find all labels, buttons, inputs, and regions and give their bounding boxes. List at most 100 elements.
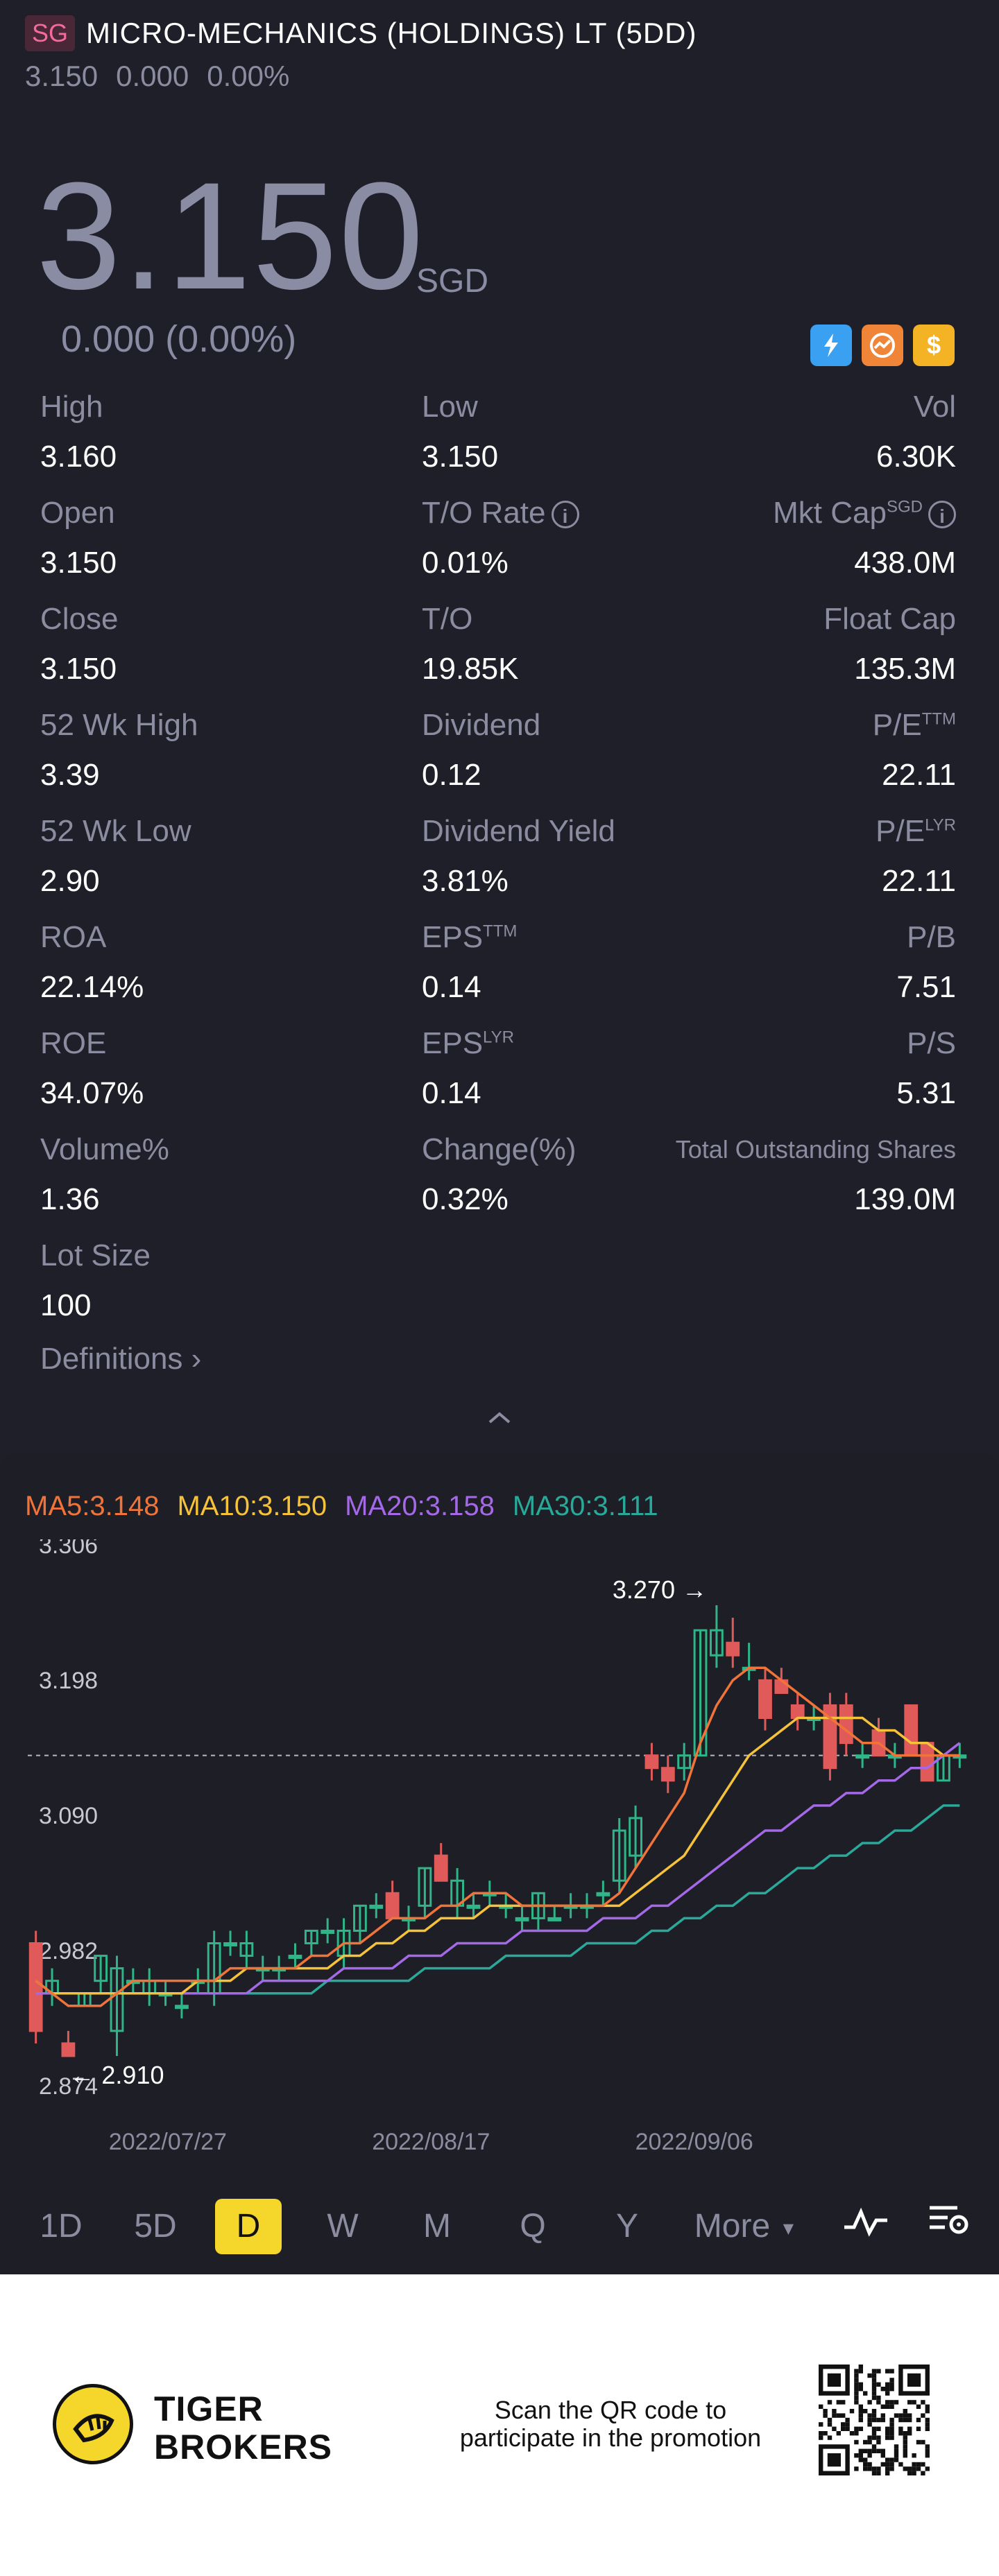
y-tick-label: 3.198: [39, 1668, 98, 1694]
qr-module: [912, 2471, 916, 2475]
qr-module: [845, 2417, 850, 2423]
eps-ttm-sup: TTM: [483, 922, 518, 941]
qr-module: [871, 2448, 877, 2453]
qr-module: [876, 2439, 881, 2445]
sub-price: 3.150: [25, 60, 99, 92]
qr-finder-core: [827, 2453, 841, 2467]
indicator-icon[interactable]: [832, 2199, 899, 2254]
candle-body: [110, 1967, 124, 2032]
qr-module: [867, 2417, 872, 2423]
qr-module: [885, 2466, 890, 2471]
qr-module: [894, 2457, 899, 2462]
sub-change: 0.000: [116, 60, 189, 92]
qr-module: [827, 2422, 832, 2427]
qr-finder-core: [907, 2373, 921, 2387]
qr-module: [854, 2426, 859, 2431]
period-tab-active[interactable]: D: [215, 2199, 282, 2254]
chart-badge-icon[interactable]: [862, 325, 903, 366]
open-value: 3.150: [40, 546, 117, 580]
qr-module: [889, 2457, 894, 2462]
qr-module: [876, 2435, 881, 2440]
chart-settings-icon[interactable]: [916, 2199, 982, 2254]
to-rate-value: 0.01%: [422, 546, 509, 580]
more-dropdown[interactable]: More ▼: [687, 2199, 805, 2254]
lightning-badge-icon[interactable]: [810, 325, 852, 366]
qr-module: [916, 2404, 921, 2409]
qr-module: [819, 2435, 823, 2440]
candlestick-chart[interactable]: 3.306 3.198 3.090 2.982 2.874 3.270 → ← 2.910 2…: [0, 1539, 999, 2163]
qr-module: [871, 2382, 877, 2387]
info-icon[interactable]: i: [928, 501, 956, 529]
qr-code[interactable]: [819, 2365, 930, 2475]
qr-module: [907, 2400, 912, 2405]
candle-body: [434, 1854, 448, 1882]
qr-module: [863, 2409, 868, 2414]
more-label: More: [694, 2208, 771, 2245]
qr-module: [867, 2466, 872, 2471]
candle-body: [904, 1704, 919, 1757]
qr-module: [858, 2369, 863, 2374]
qr-module: [867, 2448, 872, 2453]
qr-module: [876, 2426, 881, 2431]
qr-module: [925, 2409, 930, 2414]
mktcap-currency: SGD: [886, 497, 923, 517]
qr-module: [858, 2409, 863, 2414]
period-tab[interactable]: 1D: [40, 2208, 83, 2245]
candle-body: [839, 1704, 853, 1745]
dividend-yield-label: Dividend Yield: [422, 814, 615, 848]
qr-module: [880, 2413, 885, 2418]
qr-module: [854, 2453, 859, 2458]
qr-module: [823, 2431, 828, 2436]
period-tab[interactable]: M: [423, 2208, 451, 2245]
period-tab[interactable]: Q: [520, 2208, 546, 2245]
shares-label: Total Outstanding Shares: [675, 1135, 956, 1164]
min-price-annotation: ← 2.910: [69, 2061, 164, 2089]
pe-lyr-value: 22.11: [882, 864, 956, 898]
last-price: 3.150: [36, 150, 425, 321]
qr-module: [854, 2387, 859, 2392]
floatcap-label: Float Cap: [823, 602, 956, 636]
qr-module: [889, 2400, 894, 2405]
qr-module: [858, 2448, 863, 2453]
qr-module: [871, 2431, 877, 2436]
qr-module: [867, 2439, 872, 2445]
qr-module: [903, 2409, 907, 2414]
pb-value: 7.51: [896, 970, 956, 1004]
qr-module: [871, 2417, 877, 2423]
qr-module: [858, 2417, 863, 2423]
qr-module: [836, 2413, 841, 2418]
high-label: High: [40, 390, 103, 424]
qr-module: [885, 2457, 890, 2462]
qr-module: [871, 2444, 877, 2449]
candle-body: [385, 1892, 400, 1919]
qr-module: [921, 2462, 925, 2467]
qr-module: [858, 2387, 863, 2392]
chevron-up-icon[interactable]: [486, 1401, 513, 1432]
info-icon[interactable]: i: [551, 501, 579, 529]
y-tick-label: 3.090: [39, 1803, 98, 1829]
mktcap-value: 438.0M: [854, 546, 956, 580]
candle-body: [321, 1929, 335, 1934]
qr-module: [867, 2373, 872, 2378]
qr-module: [894, 2453, 899, 2458]
qr-module: [925, 2448, 930, 2453]
x-tick-label: 2022/09/06: [635, 2129, 753, 2155]
qr-module: [925, 2453, 930, 2458]
period-tab[interactable]: Y: [615, 2208, 638, 2245]
pe-lyr-label: P/E: [876, 814, 925, 848]
candle-body: [920, 1742, 934, 1782]
qr-module: [836, 2431, 841, 2436]
qr-module: [871, 2413, 877, 2418]
period-tab[interactable]: 5D: [134, 2208, 177, 2245]
period-tab[interactable]: W: [327, 2208, 359, 2245]
wk52-high-value: 3.39: [40, 758, 100, 792]
ma-legend: MA5:3.148 MA10:3.150 MA20:3.158 MA30:3.1…: [25, 1491, 658, 1522]
dollar-badge-icon[interactable]: $: [913, 325, 955, 366]
qr-module: [854, 2400, 859, 2405]
pe-lyr-sup: LYR: [925, 815, 956, 835]
qr-module: [925, 2426, 930, 2431]
sub-percent: 0.00%: [207, 60, 290, 92]
qr-module: [876, 2400, 881, 2405]
definitions-link[interactable]: Definitions ›: [40, 1342, 201, 1376]
ma10-line: [35, 1716, 960, 1995]
